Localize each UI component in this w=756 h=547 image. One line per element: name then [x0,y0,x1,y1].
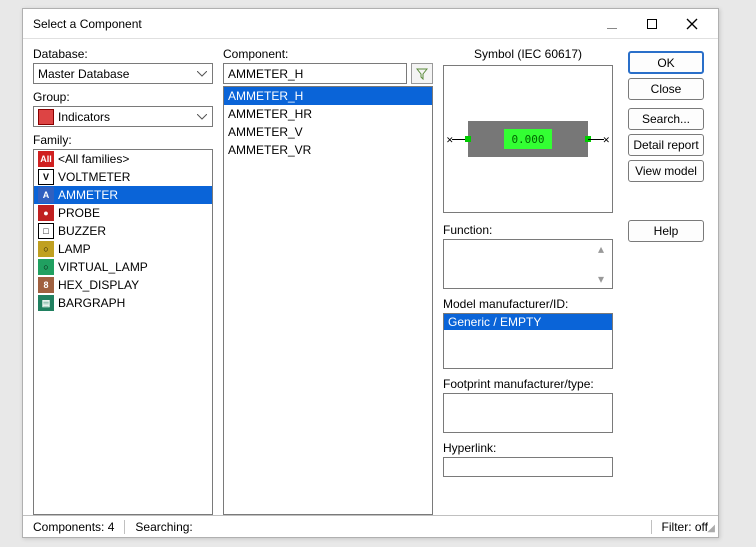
symbol-preview: ✕ 0.000 ✕ [443,65,613,213]
chevron-down-icon [195,67,209,81]
model-label: Model manufacturer/ID: [443,297,613,311]
symbol-title: Symbol (IEC 60617) [443,47,613,61]
footprint-listbox[interactable] [443,393,613,433]
family-icon: □ [38,223,54,239]
scroll-up-icon[interactable]: ▴ [598,242,610,256]
status-filter: Filter: off [662,520,708,534]
database-combo[interactable]: Master Database [33,63,213,84]
lcd-readout: 0.000 [504,129,552,149]
family-icon: ○ [38,259,54,275]
family-item-label: BUZZER [58,224,106,238]
titlebar: Select a Component [23,9,718,39]
ammeter-symbol: ✕ 0.000 ✕ [468,121,588,157]
close-dialog-button[interactable]: Close [628,78,704,100]
model-listbox[interactable]: Generic / EMPTY [443,313,613,369]
status-count: Components: 4 [33,520,125,534]
function-label: Function: [443,223,613,237]
family-icon: V [38,169,54,185]
hyperlink-label: Hyperlink: [443,441,613,455]
family-item[interactable]: ● PROBE [34,204,212,222]
component-item[interactable]: AMMETER_HR [224,105,432,123]
family-item[interactable]: □ BUZZER [34,222,212,240]
family-listbox[interactable]: All <All families> V VOLTMETER A AMMETER ● PROB… [33,149,213,515]
family-item-label: VOLTMETER [58,170,130,184]
close-button[interactable] [672,10,712,38]
family-item-label: HEX_DISPLAY [58,278,139,292]
database-value: Master Database [38,67,129,81]
group-label: Group: [33,90,213,104]
model-row[interactable]: Generic / EMPTY [444,314,612,330]
family-icon: ○ [38,241,54,257]
family-item-label: VIRTUAL_LAMP [58,260,148,274]
family-item-label: LAMP [58,242,91,256]
footprint-label: Footprint manufacturer/type: [443,377,613,391]
ok-button[interactable]: OK [628,51,704,74]
filter-button[interactable] [411,63,433,84]
family-icon: A [38,187,54,203]
component-item[interactable]: AMMETER_V [224,123,432,141]
view-model-button[interactable]: View model [628,160,704,182]
filter-icon [416,68,428,80]
family-item-label: AMMETER [58,188,118,202]
family-item[interactable]: 8 HEX_DISPLAY [34,276,212,294]
family-icon: ▤ [38,295,54,311]
family-item[interactable]: ▤ BARGRAPH [34,294,212,312]
family-item[interactable]: A AMMETER [34,186,212,204]
group-value: Indicators [58,110,110,124]
scroll-down-icon[interactable]: ▾ [598,272,610,286]
family-item[interactable]: ○ LAMP [34,240,212,258]
family-icon: ● [38,205,54,221]
family-item[interactable]: All <All families> [34,150,212,168]
component-item[interactable]: AMMETER_VR [224,141,432,159]
chevron-down-icon [195,110,209,124]
family-label: Family: [33,133,213,147]
resize-grip-icon[interactable]: ◢ [707,523,715,534]
group-combo[interactable]: Indicators [33,106,213,127]
component-listbox[interactable]: AMMETER_HAMMETER_HRAMMETER_VAMMETER_VR [223,86,433,515]
status-bar: Components: 4 Searching: Filter: off [23,515,718,537]
family-item[interactable]: V VOLTMETER [34,168,212,186]
function-text: ▴▾ [443,239,613,289]
maximize-button[interactable] [632,10,672,38]
component-item[interactable]: AMMETER_H [224,87,432,105]
hyperlink-field[interactable] [443,457,613,477]
window-title: Select a Component [33,17,592,31]
family-item[interactable]: ○ VIRTUAL_LAMP [34,258,212,276]
component-label: Component: [223,47,433,61]
detail-report-button[interactable]: Detail report [628,134,704,156]
component-search-input[interactable] [223,63,407,84]
family-item-label: PROBE [58,206,100,220]
database-label: Database: [33,47,213,61]
minimize-button[interactable] [592,10,632,38]
family-icon: 8 [38,277,54,293]
help-button[interactable]: Help [628,220,704,242]
search-button[interactable]: Search... [628,108,704,130]
family-item-label: <All families> [58,152,129,166]
family-icon: All [38,151,54,167]
family-item-label: BARGRAPH [58,296,125,310]
status-search: Searching: [135,520,651,534]
